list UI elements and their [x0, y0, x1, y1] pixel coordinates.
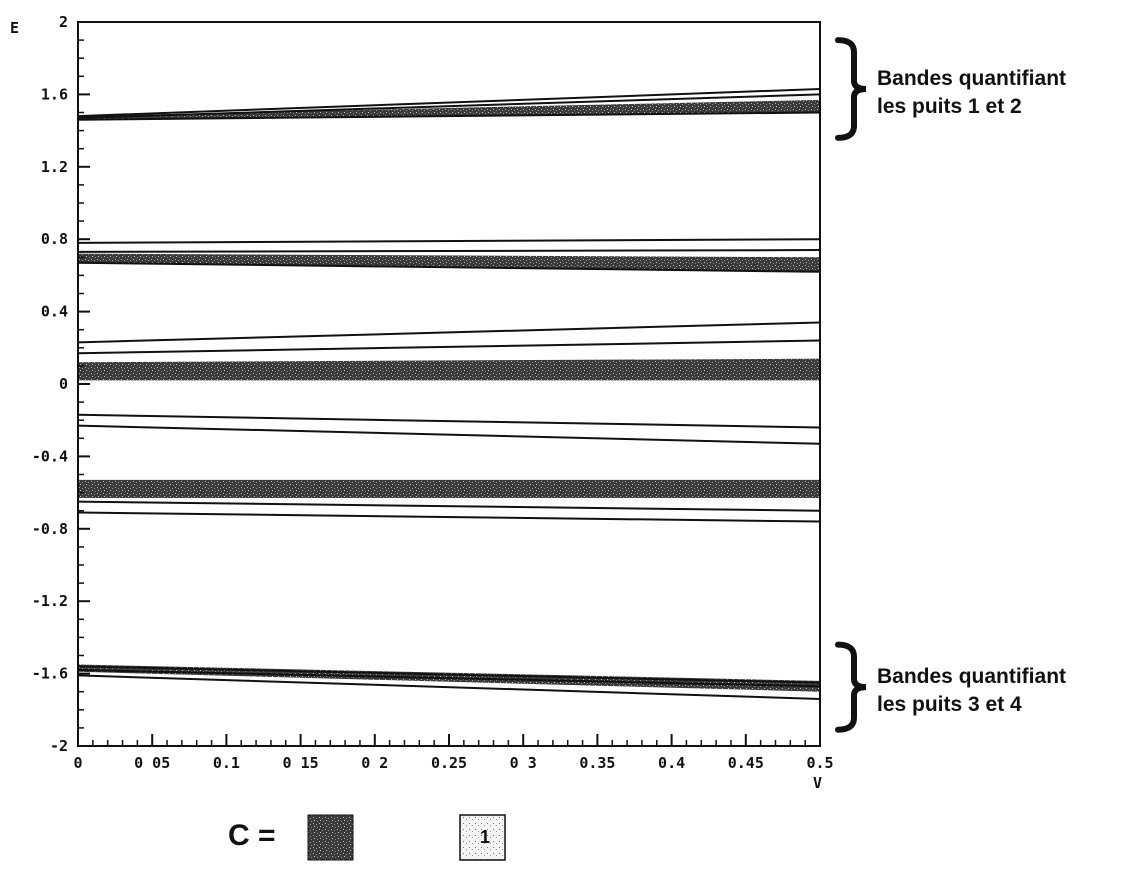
x-tick-label-7: 0.35: [579, 754, 615, 772]
y-tick-label-7: -0.8: [32, 520, 68, 538]
x-tick-label-8: 0.4: [658, 754, 685, 772]
y-tick-label-3: 0.8: [41, 230, 68, 248]
band-1: [78, 254, 820, 272]
y-tick-label-2: 1.2: [41, 158, 68, 176]
level-line-4: [78, 250, 820, 252]
y-tick-label-8: -1.2: [32, 592, 68, 610]
band-2: [78, 359, 820, 381]
brace-1: [838, 645, 866, 730]
x-tick-label-2: 0.1: [213, 754, 240, 772]
level-line-8: [78, 415, 820, 428]
level-line-11: [78, 513, 820, 522]
x-tick-label-9: 0.45: [728, 754, 764, 772]
lines-layer: [78, 89, 820, 699]
x-tick-label-3: 0 15: [283, 754, 319, 772]
x-axis-label: V: [813, 774, 822, 792]
y-tick-label-1: 1.6: [41, 85, 68, 103]
x-tick-label-5: 0.25: [431, 754, 467, 772]
annotations-layer: Bandes quantifiant les puits 1 et 2 Bandes…: [838, 40, 1066, 730]
brace-0: [838, 40, 866, 138]
legend: C = 1: [228, 815, 505, 860]
annotation-0-line-0: Bandes quantifiant: [877, 67, 1066, 90]
ticks-layer: 0 0 05 0.1 0 15 0 2 0.25 0 3 0.35 0.4 0.45 0.5 2 1.6…: [32, 13, 834, 772]
band-3: [78, 480, 820, 498]
annotation-1-line-1: les puits 3 et 4: [877, 693, 1022, 716]
y-tick-label-9: -1.6: [32, 665, 68, 683]
x-tick-label-4: 0 2: [361, 754, 388, 772]
legend-dark-swatch: [308, 815, 353, 860]
level-line-3: [78, 239, 820, 243]
x-tick-label-6: 0 3: [510, 754, 537, 772]
level-line-7: [78, 341, 820, 354]
bands-layer: [78, 100, 820, 692]
x-tick-label-1: 0 05: [134, 754, 170, 772]
y-tick-label-10: -2: [50, 737, 68, 755]
legend-one-label: 1: [480, 827, 490, 847]
legend-label: C =: [228, 819, 276, 852]
annotation-0-line-1: les puits 1 et 2: [877, 95, 1022, 118]
level-line-9: [78, 426, 820, 444]
annotation-1-line-0: Bandes quantifiant: [877, 665, 1066, 688]
level-line-6: [78, 322, 820, 342]
y-tick-label-4: 0.4: [41, 303, 68, 321]
y-axis-label: E: [10, 19, 19, 37]
x-tick-label-0: 0: [73, 754, 82, 772]
y-tick-label-6: -0.4: [32, 447, 68, 465]
y-tick-label-0: 2: [59, 13, 68, 31]
x-tick-label-10: 0.5: [806, 754, 833, 772]
y-tick-label-5: 0: [59, 375, 68, 393]
plot-frame: [78, 22, 820, 746]
level-line-10: [78, 502, 820, 511]
